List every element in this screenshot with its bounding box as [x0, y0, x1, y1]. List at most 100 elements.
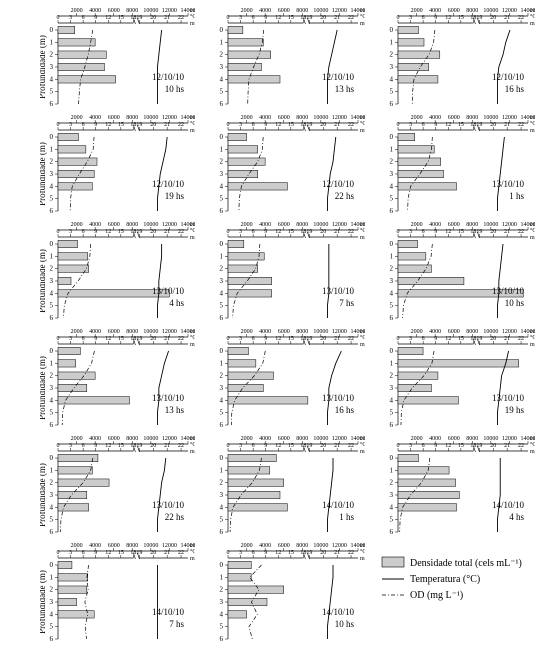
- panel-4: 2000400060008000100001200014000cels mL03…: [210, 111, 365, 221]
- od-unit: mg L: [360, 21, 365, 27]
- density-tick: 4000: [89, 8, 101, 14]
- panel-6: 2000400060008000100001200014000cels mL03…: [40, 218, 195, 328]
- depth-tick: 0: [220, 240, 224, 248]
- depth-tick: 2: [220, 158, 224, 166]
- density-tick: 4000: [259, 436, 271, 442]
- density-bar: [58, 491, 87, 498]
- density-tick: 4000: [259, 222, 271, 228]
- density-bar: [398, 240, 418, 247]
- panel-date: 12/10/10: [152, 72, 185, 82]
- depth-tick: 3: [50, 170, 54, 178]
- depth-tick: 3: [390, 63, 394, 71]
- depth-tick: 5: [50, 302, 54, 310]
- density-bar: [228, 586, 284, 593]
- depth-tick: 0: [50, 240, 54, 248]
- depth-tick: 0: [220, 133, 224, 141]
- density-bar: [398, 454, 418, 461]
- density-tick: 6000: [278, 329, 290, 335]
- density-tick: 12000: [332, 436, 347, 442]
- depth-tick: 2: [390, 265, 394, 273]
- density-tick: 12000: [502, 8, 517, 14]
- density-bar: [398, 133, 415, 140]
- density-tick: 6000: [278, 222, 290, 228]
- panel-hour: 16 hs: [335, 405, 355, 415]
- depth-tick: 4: [220, 396, 224, 404]
- density-bar: [58, 158, 97, 165]
- density-bar: [228, 561, 251, 568]
- depth-tick: 5: [390, 195, 394, 203]
- depth-tick: 1: [50, 145, 54, 153]
- density-tick: 6000: [448, 329, 460, 335]
- density-bar: [228, 39, 263, 46]
- temp-unit: °C: [530, 334, 535, 341]
- y-axis-title: Profundidade (m): [40, 35, 47, 99]
- density-bar: [228, 467, 270, 474]
- density-bar: [398, 265, 431, 272]
- density-bar: [228, 290, 272, 297]
- depth-tick: 5: [390, 516, 394, 524]
- depth-tick: 1: [50, 466, 54, 474]
- panel-15: 2000400060008000100001200014000cels mL03…: [40, 539, 195, 649]
- temp-unit: °C: [190, 334, 195, 341]
- depth-tick: 3: [50, 491, 54, 499]
- panel-date: 14/10/10: [322, 607, 355, 617]
- density-tick: 10000: [313, 115, 328, 121]
- depth-tick: 2: [390, 479, 394, 487]
- legend-density-label: Densidade total (cels mL⁻¹): [410, 558, 522, 569]
- density-tick: 12000: [502, 436, 517, 442]
- density-bar: [228, 384, 263, 391]
- depth-tick: 2: [50, 586, 54, 594]
- depth-tick: 6: [220, 100, 224, 108]
- density-tick: 8000: [126, 115, 138, 121]
- density-bar: [58, 277, 71, 284]
- depth-tick: 2: [50, 51, 54, 59]
- density-tick: 8000: [466, 329, 478, 335]
- depth-tick: 3: [390, 491, 394, 499]
- depth-tick: 1: [220, 252, 224, 260]
- depth-tick: 5: [220, 195, 224, 203]
- temp-line: [327, 565, 333, 639]
- temp-unit: °C: [360, 334, 365, 341]
- density-bar: [398, 146, 434, 153]
- density-tick: 2000: [241, 329, 253, 335]
- density-bar: [228, 611, 247, 618]
- density-tick: 2000: [71, 436, 83, 442]
- panel-1: 2000400060008000100001200014000cels mL03…: [210, 4, 365, 114]
- panel-hour: 19 hs: [505, 405, 525, 415]
- y-axis-title: Profundidade (m): [40, 142, 47, 206]
- depth-tick: 6: [220, 421, 224, 429]
- depth-tick: 5: [50, 623, 54, 631]
- depth-tick: 5: [220, 409, 224, 417]
- density-bar: [228, 598, 267, 605]
- depth-tick: 2: [50, 372, 54, 380]
- depth-tick: 3: [220, 63, 224, 71]
- density-bar: [228, 183, 287, 190]
- depth-tick: 5: [220, 623, 224, 631]
- density-tick: 12000: [502, 115, 517, 121]
- density-bar: [398, 63, 429, 70]
- depth-tick: 4: [220, 75, 224, 83]
- panel-date: 12/10/10: [322, 179, 355, 189]
- density-tick: 10000: [483, 436, 498, 442]
- temp-unit: °C: [530, 120, 535, 127]
- density-tick: 4000: [429, 329, 441, 335]
- depth-tick: 2: [220, 586, 224, 594]
- panel-date: 14/10/10: [322, 500, 355, 510]
- depth-tick: 5: [50, 409, 54, 417]
- density-tick: 10000: [313, 436, 328, 442]
- panel-date: 13/10/10: [152, 286, 185, 296]
- panel-hour: 16 hs: [505, 84, 525, 94]
- density-tick: 10000: [143, 543, 158, 549]
- depth-tick: 0: [50, 133, 54, 141]
- density-bar: [398, 372, 438, 379]
- density-tick: 8000: [126, 222, 138, 228]
- density-tick: 8000: [466, 8, 478, 14]
- panel-date: 12/10/10: [152, 179, 185, 189]
- panel-hour: 22 hs: [335, 191, 355, 201]
- density-tick: 6000: [448, 8, 460, 14]
- density-bar: [228, 51, 271, 58]
- depth-tick: 6: [50, 100, 54, 108]
- depth-tick: 1: [220, 145, 224, 153]
- depth-tick: 2: [390, 372, 394, 380]
- panel-hour: 10 hs: [335, 619, 355, 629]
